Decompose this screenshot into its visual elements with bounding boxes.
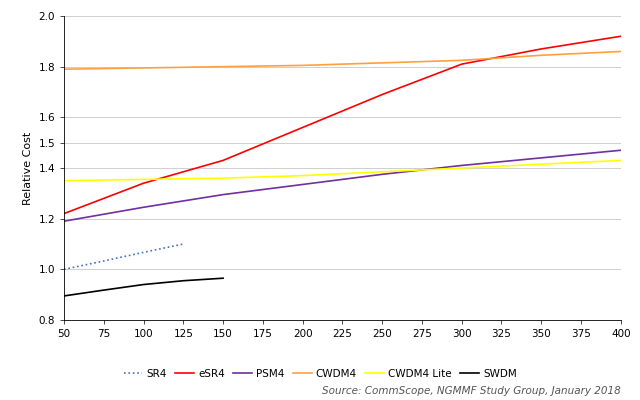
SWDM — [140, 282, 147, 287]
CWDM4 — [538, 53, 545, 58]
Line: SWDM: SWDM — [64, 278, 223, 296]
CWDM4 — [378, 60, 386, 65]
eSR4 — [140, 181, 147, 186]
SR4 — [179, 242, 187, 246]
Y-axis label: Relative Cost: Relative Cost — [23, 131, 33, 205]
CWDM4 — [299, 63, 307, 68]
SWDM — [100, 288, 108, 292]
CWDM4 Lite — [220, 176, 227, 180]
eSR4 — [299, 125, 307, 130]
eSR4 — [458, 62, 465, 66]
PSM4 — [220, 192, 227, 197]
eSR4 — [617, 34, 625, 39]
SR4 — [100, 258, 108, 263]
CWDM4 Lite — [617, 158, 625, 163]
CWDM4 Lite — [140, 177, 147, 182]
CWDM4 Lite — [538, 162, 545, 166]
SR4 — [140, 250, 147, 255]
CWDM4 — [617, 49, 625, 54]
CWDM4 Lite — [378, 170, 386, 174]
CWDM4 Lite — [60, 178, 68, 183]
SWDM — [179, 278, 187, 283]
PSM4 — [299, 182, 307, 187]
PSM4 — [538, 156, 545, 160]
PSM4 — [458, 163, 465, 168]
CWDM4 — [60, 67, 68, 72]
Line: CWDM4: CWDM4 — [64, 52, 621, 69]
Legend: SR4, eSR4, PSM4, CWDM4, CWDM4 Lite, SWDM: SR4, eSR4, PSM4, CWDM4, CWDM4 Lite, SWDM — [120, 365, 521, 383]
Line: CWDM4 Lite: CWDM4 Lite — [64, 160, 621, 181]
SR4 — [60, 267, 68, 272]
Line: eSR4: eSR4 — [64, 36, 621, 214]
eSR4 — [378, 92, 386, 97]
SWDM — [220, 276, 227, 281]
CWDM4 — [140, 66, 147, 70]
CWDM4 Lite — [458, 166, 465, 170]
CWDM4 — [220, 64, 227, 69]
eSR4 — [220, 158, 227, 163]
PSM4 — [617, 148, 625, 153]
Text: Source: CommScope, NGMMF Study Group, January 2018: Source: CommScope, NGMMF Study Group, Ja… — [322, 386, 621, 396]
Line: SR4: SR4 — [64, 244, 183, 269]
PSM4 — [60, 219, 68, 224]
eSR4 — [60, 211, 68, 216]
Line: PSM4: PSM4 — [64, 150, 621, 221]
eSR4 — [538, 46, 545, 51]
CWDM4 Lite — [299, 173, 307, 178]
PSM4 — [140, 205, 147, 210]
SWDM — [60, 294, 68, 298]
CWDM4 — [458, 58, 465, 63]
PSM4 — [378, 172, 386, 177]
